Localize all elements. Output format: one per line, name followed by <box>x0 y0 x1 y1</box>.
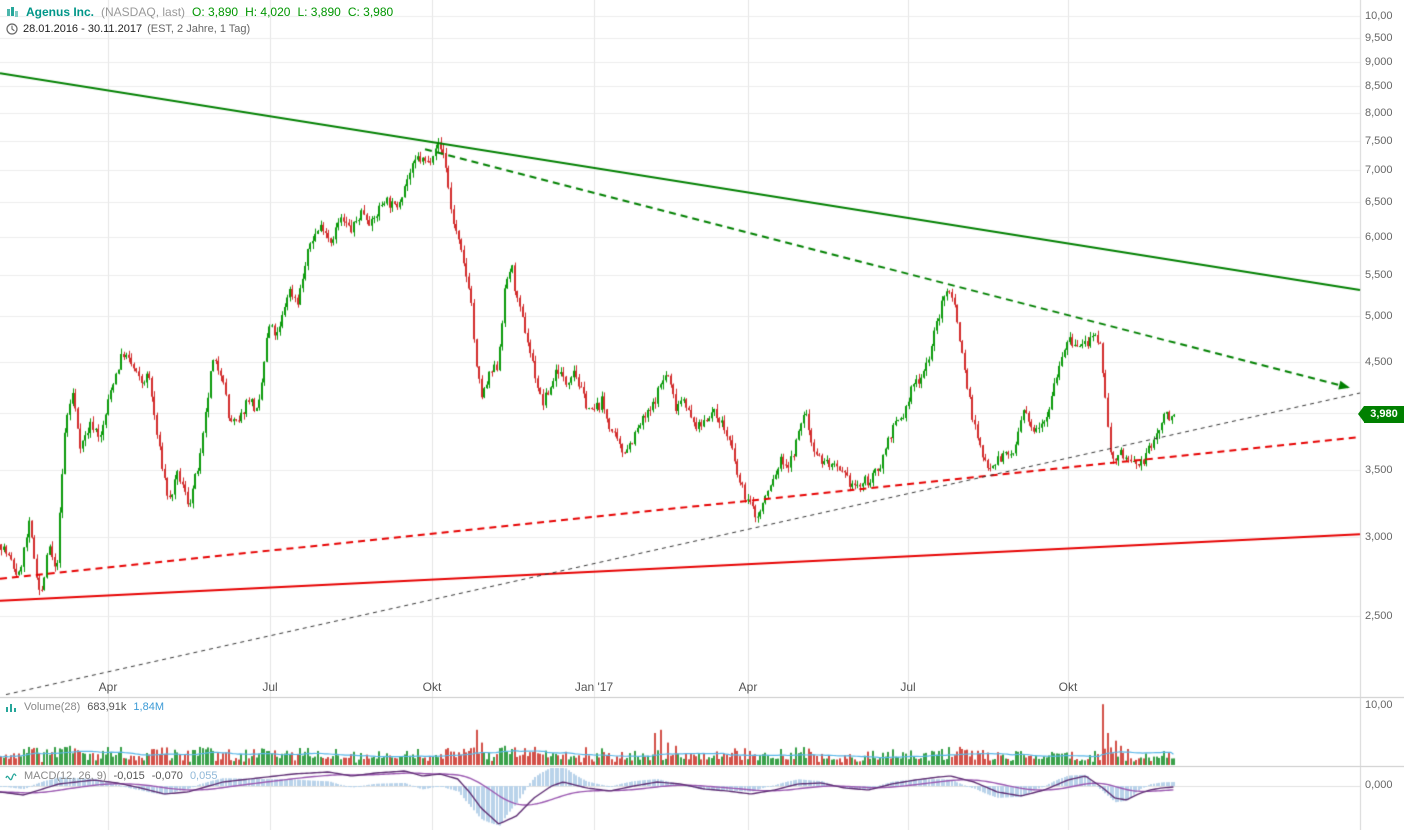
ohlc-high: H: 4,020 <box>245 5 291 19</box>
clock-icon <box>6 23 18 35</box>
y-axis-label: 6,500 <box>1365 196 1393 209</box>
badge-arrow-icon <box>1358 406 1364 423</box>
y-axis-label: 3,500 <box>1365 464 1393 477</box>
x-axis-label: Jan '17 <box>574 680 614 694</box>
x-axis-label: Jul <box>900 680 916 694</box>
y-axis-label: 9,000 <box>1365 55 1393 68</box>
x-axis-label: Okt <box>422 680 442 694</box>
x-axis-label: Apr <box>98 680 118 694</box>
y-axis-label: 7,500 <box>1365 134 1393 147</box>
x-axis-label: Apr <box>738 680 758 694</box>
ohlc-close: C: 3,980 <box>347 5 394 19</box>
y-axis-label: 8,500 <box>1365 80 1393 93</box>
date-range[interactable]: 28.01.2016 - 30.11.2017 <box>23 23 143 35</box>
macd-hist-value: 0,055 <box>189 770 218 782</box>
y-axis-label: 7,000 <box>1365 164 1393 177</box>
exchange-info: (NASDAQ, last) <box>101 5 186 19</box>
range-info: (EST, 2 Jahre, 1 Tag) <box>147 23 251 35</box>
x-axis-label: Okt <box>1058 680 1078 694</box>
volume-icon <box>6 704 16 712</box>
volume-ma-value: 683,91k <box>87 701 127 713</box>
last-price: 3,980 <box>1370 408 1398 421</box>
y-axis-label: 5,000 <box>1365 310 1393 322</box>
last-price-badge: 3,980 <box>1358 406 1404 424</box>
macd-axis-label: 0,000 <box>1365 779 1393 791</box>
x-axis-label: Jul <box>262 680 278 694</box>
volume-current-value: 1,84M <box>133 701 164 713</box>
y-axis-label: 4,500 <box>1365 355 1393 368</box>
instrument-name[interactable]: Agenus Inc. <box>26 5 95 19</box>
ohlc-low: L: 3,890 <box>297 5 341 19</box>
volume-axis-label: 10,00 <box>1365 699 1393 711</box>
instrument-header: Agenus Inc. (NASDAQ, last) O: 3,890 H: 4… <box>6 5 393 19</box>
x-axis[interactable]: Apr Jul Okt Jan '17 Apr Jul Okt <box>0 676 1360 696</box>
volume-label: Volume(28) <box>24 701 81 713</box>
ohlc-open: O: 3,890 <box>192 5 239 19</box>
range-header: 28.01.2016 - 30.11.2017 (EST, 2 Jahre, 1… <box>6 23 250 35</box>
y-axis-label: 8,000 <box>1365 106 1393 119</box>
macd-label: MACD(12, 26, 9) <box>24 770 107 782</box>
chart-type-icon <box>7 6 18 17</box>
macd-signal-value: -0,070 <box>151 770 183 782</box>
y-axis-label: 9,500 <box>1365 32 1393 45</box>
y-axis-label: 2,500 <box>1365 610 1393 622</box>
volume-legend[interactable]: Volume(28) 683,91k 1,84M <box>5 701 164 713</box>
macd-icon <box>5 773 17 781</box>
macd-legend[interactable]: MACD(12, 26, 9) -0,015 -0,070 0,055 <box>5 770 217 782</box>
y-axis-label: 5,500 <box>1365 268 1393 281</box>
macd-value: -0,015 <box>113 770 145 782</box>
y-axis-label: 3,000 <box>1365 531 1393 544</box>
y-axis-label: 6,000 <box>1365 231 1393 244</box>
y-axis-label: 10,00 <box>1365 10 1393 22</box>
